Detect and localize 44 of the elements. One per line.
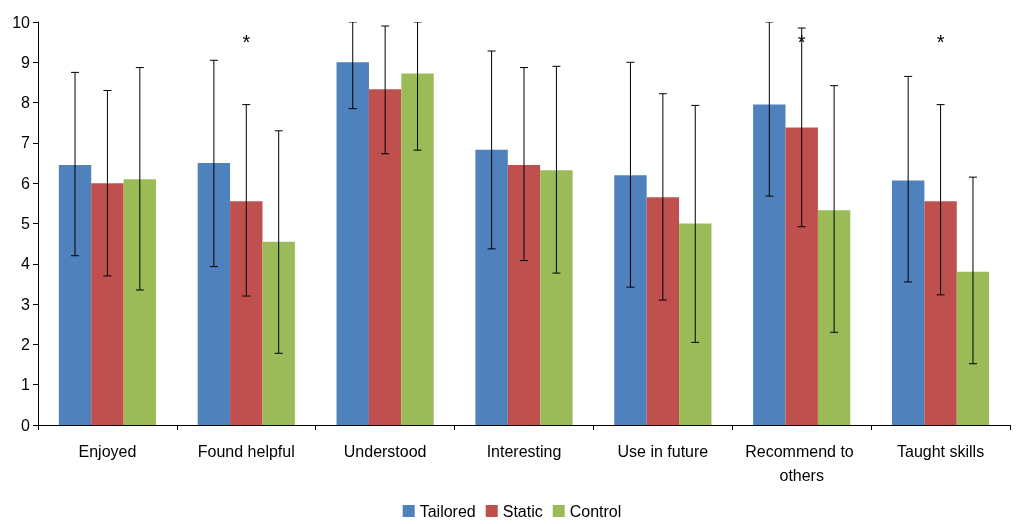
y-tick-label: 2	[21, 335, 31, 353]
bar	[614, 175, 647, 425]
y-tick-label: 7	[21, 134, 31, 152]
bar	[368, 89, 402, 425]
legend-label: Control	[569, 502, 622, 520]
y-tick-label: 0	[21, 416, 31, 434]
x-tick-label: Understood	[343, 442, 427, 460]
bar	[753, 104, 786, 425]
legend-label: Tailored	[419, 502, 476, 520]
bar	[230, 201, 263, 425]
y-tick-label: 9	[21, 53, 31, 71]
bar	[197, 163, 231, 425]
bar	[540, 170, 573, 425]
bar	[679, 223, 712, 425]
annotation: *	[936, 31, 945, 54]
bar	[58, 165, 92, 425]
bar	[91, 183, 124, 425]
bar	[956, 271, 990, 425]
x-tick-label: Use in future	[617, 442, 709, 460]
y-tick-label: 8	[21, 94, 31, 112]
bar	[401, 73, 434, 425]
bar	[262, 241, 295, 425]
bar	[336, 62, 369, 425]
y-tick-label: 3	[21, 295, 31, 313]
x-tick-label: Found helpful	[197, 442, 295, 460]
y-tick-label: 1	[21, 376, 31, 394]
bar	[891, 180, 925, 425]
bar	[924, 201, 957, 425]
legend-label: Static	[502, 502, 543, 520]
bar	[646, 197, 680, 425]
annotation: *	[242, 31, 251, 54]
x-tick-label: Taught skills	[896, 442, 985, 460]
y-tick-label: 5	[21, 215, 31, 232]
y-tick-label: 4	[21, 255, 31, 273]
x-tick-label: Recommend to others	[745, 442, 859, 484]
y-tick-label: 10	[12, 13, 31, 31]
bar	[123, 179, 157, 425]
bar	[817, 210, 851, 425]
y-tick-label: 6	[21, 174, 31, 192]
x-tick-label: Enjoyed	[78, 442, 137, 460]
bar	[785, 127, 818, 425]
bar	[507, 165, 541, 425]
bar	[475, 149, 508, 425]
x-tick-label: Interesting	[486, 442, 562, 460]
